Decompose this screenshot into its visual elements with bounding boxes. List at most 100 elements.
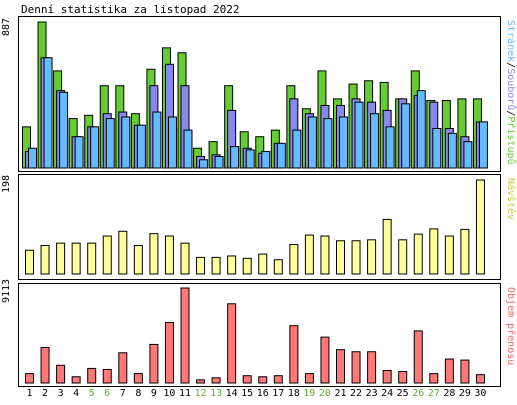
bar-visits-day-8 xyxy=(133,245,143,275)
bar-pages-day-16 xyxy=(261,151,271,169)
bar-pages-day-8 xyxy=(136,124,146,169)
bar-visits-day-23 xyxy=(367,239,377,275)
x-tick-day-6: 6 xyxy=(104,388,111,399)
bar-traffic-day-29 xyxy=(460,359,470,384)
bar-pages-day-25 xyxy=(401,103,411,169)
bar-traffic-day-27 xyxy=(429,373,439,384)
x-tick-day-29: 29 xyxy=(458,388,471,399)
bar-visits-day-19 xyxy=(304,234,314,275)
bar-pages-day-2 xyxy=(43,57,53,169)
x-tick-day-2: 2 xyxy=(42,388,49,399)
x-tick-day-27: 27 xyxy=(427,388,440,399)
bar-pages-day-24 xyxy=(385,126,395,169)
x-tick-day-12: 12 xyxy=(194,388,207,399)
x-tick-day-24: 24 xyxy=(381,388,394,399)
bar-visits-day-18 xyxy=(289,244,299,275)
bar-visits-day-17 xyxy=(273,259,283,275)
bar-pages-day-4 xyxy=(74,136,84,169)
bar-visits-day-4 xyxy=(71,242,81,275)
x-tick-day-3: 3 xyxy=(57,388,64,399)
bar-visits-day-26 xyxy=(413,233,423,275)
bar-traffic-day-9 xyxy=(149,343,159,384)
bar-visits-day-21 xyxy=(336,240,345,275)
x-tick-day-1: 1 xyxy=(26,388,33,399)
x-tick-day-9: 9 xyxy=(150,388,157,399)
x-tick-day-21: 21 xyxy=(334,388,347,399)
x-tick-day-28: 28 xyxy=(443,388,456,399)
bar-visits-day-30 xyxy=(475,179,485,275)
bar-visits-day-27 xyxy=(429,228,439,275)
bar-traffic-day-4 xyxy=(71,376,81,384)
bar-traffic-day-6 xyxy=(102,368,112,384)
x-tick-day-15: 15 xyxy=(241,388,254,399)
bar-visits-day-12 xyxy=(196,256,206,275)
bar-traffic-day-20 xyxy=(320,336,330,384)
bar-pages-day-15 xyxy=(245,149,255,169)
bar-traffic-day-2 xyxy=(40,347,50,384)
bar-pages-day-19 xyxy=(307,116,317,169)
bar-traffic-day-19 xyxy=(304,373,314,384)
bar-visits-day-9 xyxy=(149,233,159,275)
bar-visits-day-13 xyxy=(211,256,221,275)
x-tick-day-8: 8 xyxy=(135,388,142,399)
bar-traffic-day-23 xyxy=(367,351,377,384)
x-tick-day-22: 22 xyxy=(350,388,363,399)
bar-pages-day-7 xyxy=(121,116,131,169)
bar-visits-day-24 xyxy=(382,218,392,275)
bar-pages-day-11 xyxy=(183,129,193,169)
chart-title: Denní statistika za listopad 2022 xyxy=(21,3,240,16)
bar-visits-day-20 xyxy=(320,235,330,275)
bar-visits-day-10 xyxy=(164,235,174,275)
bar-pages-day-6 xyxy=(105,118,115,169)
bar-traffic-day-25 xyxy=(398,371,408,384)
bar-visits-day-25 xyxy=(398,239,408,275)
x-axis-day-labels: 1 2 3 4 5 6 7 8 9 10 11 12 13 14 15 16 17 18 19 20 21 22 23 24 2… xyxy=(0,386,517,402)
bar-visits-day-22 xyxy=(351,240,361,275)
bar-visits-day-16 xyxy=(258,253,268,275)
bar-pages-day-1 xyxy=(28,147,37,169)
bar-traffic-day-16 xyxy=(258,376,268,384)
bar-traffic-day-22 xyxy=(351,351,361,384)
bar-pages-day-22 xyxy=(354,101,364,169)
bar-traffic-day-11 xyxy=(180,287,190,384)
bar-traffic-day-21 xyxy=(336,349,345,384)
bar-visits-day-7 xyxy=(118,230,128,275)
x-tick-day-4: 4 xyxy=(73,388,80,399)
bar-pages-day-20 xyxy=(323,118,333,169)
bar-pages-day-18 xyxy=(292,129,302,169)
bar-traffic-day-24 xyxy=(382,369,392,384)
x-tick-day-13: 13 xyxy=(210,388,223,399)
x-tick-day-18: 18 xyxy=(287,388,300,399)
x-tick-day-14: 14 xyxy=(225,388,238,399)
x-tick-day-5: 5 xyxy=(88,388,95,399)
bar-visits-day-2 xyxy=(40,245,50,275)
bar-pages-day-9 xyxy=(152,111,162,169)
bar-pages-day-14 xyxy=(230,146,240,169)
bar-pages-day-27 xyxy=(432,127,442,169)
bar-visits-day-29 xyxy=(460,228,470,275)
bar-visits-day-15 xyxy=(242,257,252,275)
bar-traffic-day-26 xyxy=(413,330,423,384)
bar-pages-day-17 xyxy=(276,142,286,169)
bar-pages-day-26 xyxy=(416,90,426,169)
bar-traffic-day-7 xyxy=(118,352,128,384)
bar-traffic-day-10 xyxy=(164,322,174,384)
bar-traffic-day-14 xyxy=(227,303,237,384)
bar-visits-day-1 xyxy=(25,249,34,275)
bar-traffic-day-8 xyxy=(133,373,143,384)
bar-traffic-day-17 xyxy=(273,375,283,384)
x-tick-day-7: 7 xyxy=(119,388,126,399)
x-tick-day-25: 25 xyxy=(396,388,409,399)
bar-traffic-day-1 xyxy=(25,373,34,384)
x-tick-day-11: 11 xyxy=(178,388,192,399)
bar-pages-day-29 xyxy=(463,141,473,169)
bar-traffic-day-15 xyxy=(242,375,252,384)
bar-traffic-day-30 xyxy=(475,374,485,384)
bar-visits-day-3 xyxy=(56,242,66,275)
x-tick-day-20: 20 xyxy=(318,388,331,399)
bar-traffic-day-13 xyxy=(211,377,221,384)
x-tick-day-19: 19 xyxy=(303,388,316,399)
x-tick-day-17: 17 xyxy=(272,388,285,399)
